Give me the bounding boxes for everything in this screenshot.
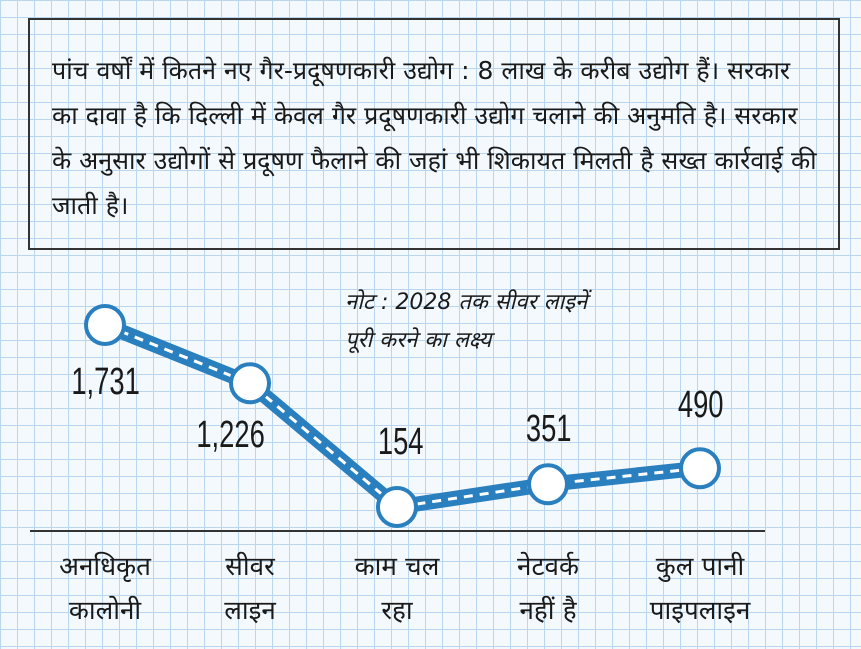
category-label-line: कुल पानी xyxy=(655,552,745,582)
category-label: सीवर लाइन xyxy=(170,545,330,633)
data-label: 490 xyxy=(677,384,724,426)
data-label: 351 xyxy=(525,408,572,450)
category-label-line: नहीं है xyxy=(519,596,577,626)
intro-text-box: पांच वर्षों में कितने नए गैर-प्रदूषणकारी… xyxy=(28,18,840,250)
category-label-line: पाइपलाइन xyxy=(649,596,751,626)
category-label-line: रहा xyxy=(381,596,413,626)
category-label: अनधिकृत कालोनी xyxy=(25,545,185,633)
category-label-line: काम चल xyxy=(354,552,440,582)
category-label-line: सीवर xyxy=(225,552,275,582)
data-point xyxy=(229,362,271,405)
category-label: काम चल रहा xyxy=(317,545,477,633)
data-point xyxy=(679,447,721,490)
annotation-line-1: नोट : 2028 तक सीवर लाइनें xyxy=(345,290,588,315)
data-label: 1,226 xyxy=(195,414,265,456)
category-label-line: लाइन xyxy=(224,596,276,626)
data-point xyxy=(527,463,569,506)
intro-text: पांच वर्षों में कितने नए गैर-प्रदूषणकारी… xyxy=(52,56,817,220)
category-label-line: नेटवर्क xyxy=(517,552,579,582)
series-line xyxy=(102,318,701,515)
data-point xyxy=(376,486,418,528)
annotation-line-2: पूरी करने का लक्ष्य xyxy=(345,328,492,353)
chart-annotation: नोट : 2028 तक सीवर लाइनें पूरी करने का ल… xyxy=(345,284,587,360)
data-label: 1,731 xyxy=(70,361,140,403)
category-label: नेटवर्क नहीं है xyxy=(468,545,628,633)
data-label: 154 xyxy=(377,421,424,463)
category-label: कुल पानी पाइपलाइन xyxy=(620,545,780,633)
series-line-dashes xyxy=(104,323,701,509)
data-point xyxy=(84,304,126,347)
category-label-line: कालोनी xyxy=(68,596,142,626)
category-label-line: अनधिकृत xyxy=(59,552,151,582)
